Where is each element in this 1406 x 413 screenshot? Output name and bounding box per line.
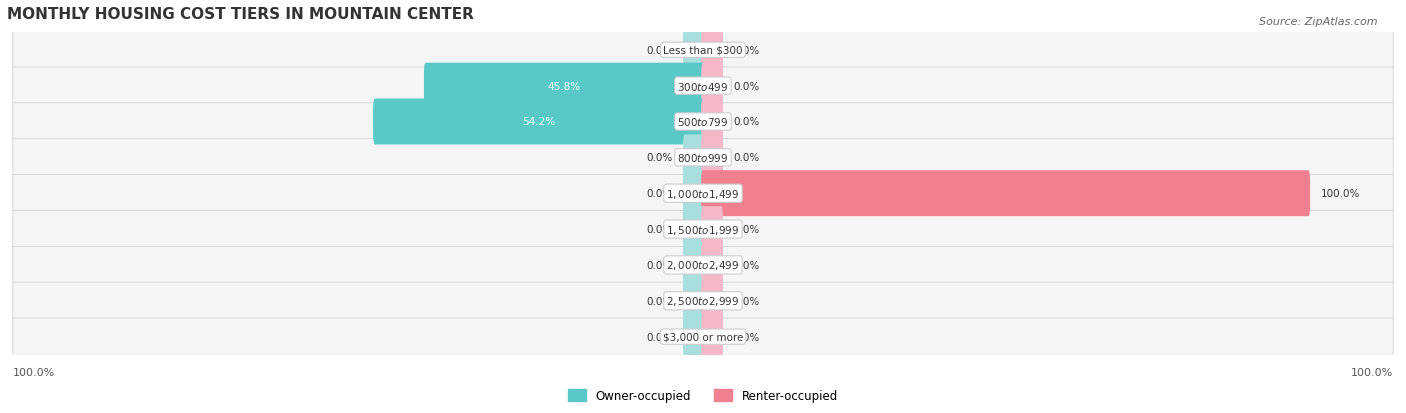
Text: 100.0%: 100.0%	[13, 367, 55, 377]
FancyBboxPatch shape	[702, 314, 723, 360]
Text: 0.0%: 0.0%	[734, 117, 759, 127]
FancyBboxPatch shape	[683, 278, 704, 324]
FancyBboxPatch shape	[702, 135, 723, 181]
Text: $3,000 or more: $3,000 or more	[662, 332, 744, 342]
FancyBboxPatch shape	[13, 175, 1393, 212]
Text: MONTHLY HOUSING COST TIERS IN MOUNTAIN CENTER: MONTHLY HOUSING COST TIERS IN MOUNTAIN C…	[7, 7, 474, 22]
Text: 0.0%: 0.0%	[734, 81, 759, 91]
Text: 100.0%: 100.0%	[1320, 189, 1360, 199]
Text: Less than $300: Less than $300	[664, 46, 742, 56]
Text: 100.0%: 100.0%	[1351, 367, 1393, 377]
Text: 0.0%: 0.0%	[647, 46, 672, 56]
FancyBboxPatch shape	[13, 104, 1393, 141]
Text: 0.0%: 0.0%	[734, 260, 759, 270]
Text: 0.0%: 0.0%	[647, 260, 672, 270]
Text: $2,000 to $2,499: $2,000 to $2,499	[666, 259, 740, 272]
FancyBboxPatch shape	[702, 64, 723, 109]
FancyBboxPatch shape	[13, 211, 1393, 248]
Legend: Owner-occupied, Renter-occupied: Owner-occupied, Renter-occupied	[564, 385, 842, 407]
Text: 0.0%: 0.0%	[734, 296, 759, 306]
Text: 0.0%: 0.0%	[647, 189, 672, 199]
FancyBboxPatch shape	[683, 135, 704, 181]
FancyBboxPatch shape	[13, 32, 1393, 69]
Text: 0.0%: 0.0%	[734, 225, 759, 235]
Text: 45.8%: 45.8%	[548, 81, 581, 91]
FancyBboxPatch shape	[683, 206, 704, 252]
FancyBboxPatch shape	[702, 206, 723, 252]
Text: 0.0%: 0.0%	[647, 296, 672, 306]
FancyBboxPatch shape	[13, 318, 1393, 356]
Text: 0.0%: 0.0%	[734, 153, 759, 163]
FancyBboxPatch shape	[702, 28, 723, 74]
FancyBboxPatch shape	[683, 28, 704, 74]
FancyBboxPatch shape	[13, 282, 1393, 320]
FancyBboxPatch shape	[702, 242, 723, 288]
FancyBboxPatch shape	[373, 99, 704, 145]
Text: 54.2%: 54.2%	[523, 117, 555, 127]
Text: $500 to $799: $500 to $799	[678, 116, 728, 128]
FancyBboxPatch shape	[683, 314, 704, 360]
FancyBboxPatch shape	[13, 139, 1393, 177]
Text: $800 to $999: $800 to $999	[678, 152, 728, 164]
Text: 0.0%: 0.0%	[734, 332, 759, 342]
Text: $300 to $499: $300 to $499	[678, 81, 728, 93]
Text: $1,500 to $1,999: $1,500 to $1,999	[666, 223, 740, 236]
Text: $2,500 to $2,999: $2,500 to $2,999	[666, 294, 740, 308]
FancyBboxPatch shape	[683, 171, 704, 217]
FancyBboxPatch shape	[425, 64, 704, 109]
Text: 0.0%: 0.0%	[647, 153, 672, 163]
Text: Source: ZipAtlas.com: Source: ZipAtlas.com	[1260, 17, 1378, 26]
Text: 0.0%: 0.0%	[734, 46, 759, 56]
FancyBboxPatch shape	[702, 278, 723, 324]
FancyBboxPatch shape	[13, 247, 1393, 284]
Text: 0.0%: 0.0%	[647, 332, 672, 342]
FancyBboxPatch shape	[702, 99, 723, 145]
FancyBboxPatch shape	[13, 68, 1393, 105]
Text: 0.0%: 0.0%	[647, 225, 672, 235]
Text: $1,000 to $1,499: $1,000 to $1,499	[666, 187, 740, 200]
FancyBboxPatch shape	[702, 171, 1310, 217]
FancyBboxPatch shape	[683, 242, 704, 288]
